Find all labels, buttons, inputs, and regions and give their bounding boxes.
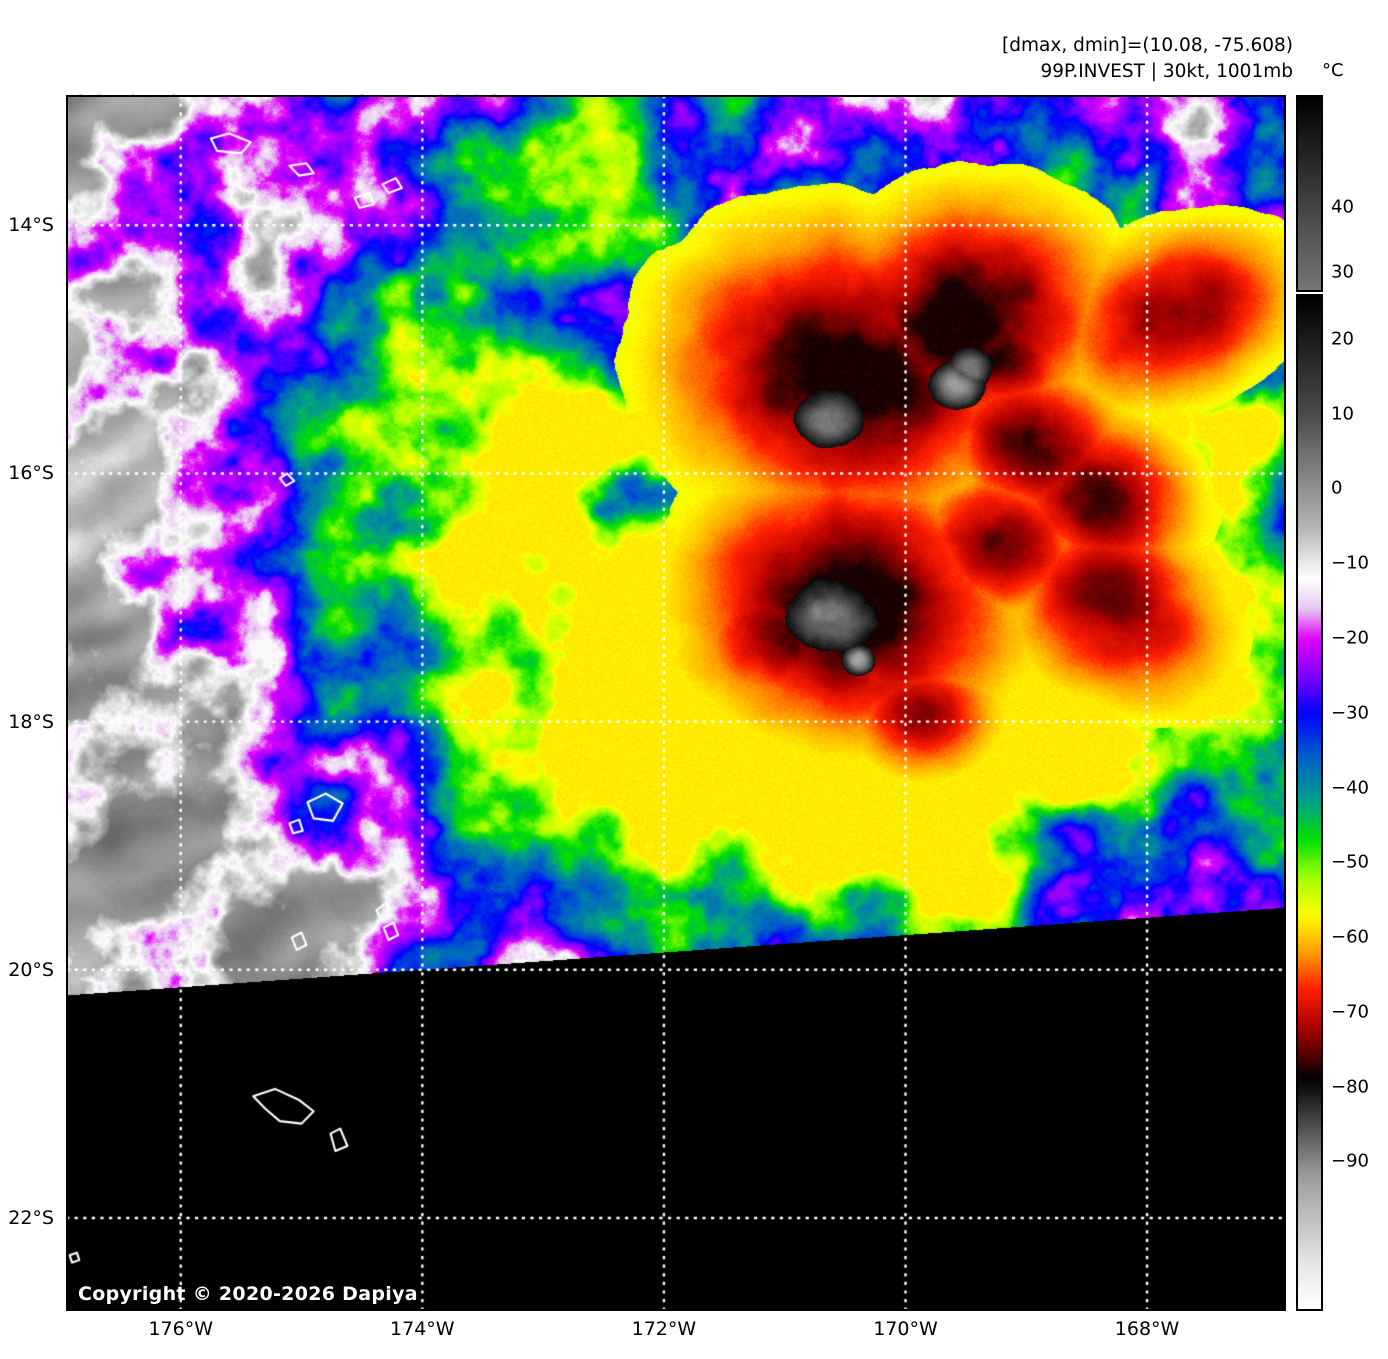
y-tick-label: 20°S	[8, 958, 54, 981]
colorbar-upper-gradient	[1298, 97, 1321, 290]
storm-info-label: 99P.INVEST | 30kt, 1001mb	[1040, 61, 1294, 82]
colorbar-tick-label: −20	[1331, 627, 1369, 649]
colorbar-tick-label: −80	[1331, 1076, 1369, 1098]
y-tick-label: 16°S	[8, 462, 54, 485]
y-tick-label: 14°S	[8, 214, 54, 237]
colorbar-tick-label: −10	[1331, 552, 1369, 574]
x-tick-label: 170°W	[873, 1318, 938, 1340]
colorbar-tick-label: −40	[1331, 777, 1369, 799]
colorbar-tick-label: 10	[1331, 403, 1354, 425]
colorbar-tick-label: −70	[1331, 1001, 1369, 1023]
colorbar-tick-label: −60	[1331, 926, 1369, 948]
colorbar-units-label: °C	[1322, 60, 1344, 81]
y-tick-label: 18°S	[8, 710, 54, 733]
y-tick-label: 22°S	[8, 1206, 54, 1229]
colorbar-main-gradient	[1298, 296, 1321, 1309]
y-axis-tick-labels: 14°S 16°S 18°S 20°S 22°S	[0, 0, 66, 1359]
colorbar-tick-label: 20	[1331, 328, 1354, 350]
x-tick-label: 176°W	[148, 1318, 214, 1340]
plot-frame-border	[66, 95, 1286, 1311]
satellite-imagery-canvas	[66, 95, 1286, 1311]
dmax-dmin-label: [dmax, dmin]=(10.08, -75.608)	[1002, 35, 1293, 56]
colorbar-tick-label: 0	[1331, 477, 1343, 499]
x-tick-label: 168°W	[1114, 1318, 1180, 1340]
colorbar-upper-segment	[1296, 95, 1323, 292]
colorbar-tick-label: −50	[1331, 851, 1369, 873]
colorbar-tick-label: 30	[1331, 261, 1354, 283]
copyright-label: Copyright © 2020-2026 Dapiya	[78, 1283, 418, 1305]
colorbar-tick-label: −30	[1331, 702, 1369, 724]
metadata-block: [dmax, dmin]=(10.08, -75.608) 99P.INVEST…	[1002, 33, 1293, 85]
colorbar-main-segment	[1296, 294, 1323, 1311]
colorbar-tick-label: −90	[1331, 1150, 1369, 1172]
x-axis-tick-labels: 176°W 174°W 172°W 170°W 168°W	[0, 1318, 1388, 1358]
x-tick-label: 172°W	[631, 1318, 697, 1340]
satellite-image-plot	[66, 95, 1286, 1311]
x-tick-label: 174°W	[390, 1318, 455, 1340]
colorbar-tick-label: 40	[1331, 196, 1354, 218]
